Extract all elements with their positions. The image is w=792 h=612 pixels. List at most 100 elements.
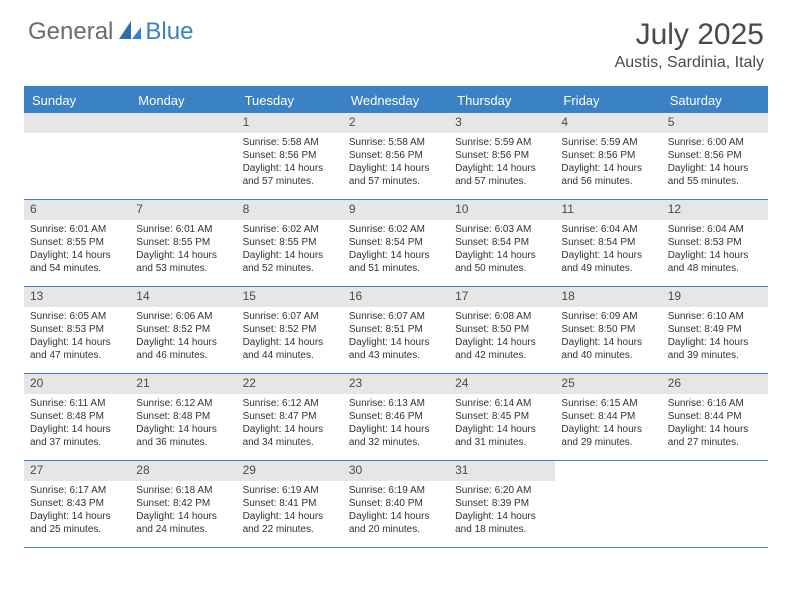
- logo-text-general: General: [28, 18, 113, 46]
- day-body: Sunrise: 6:18 AMSunset: 8:42 PMDaylight:…: [130, 481, 236, 541]
- sunrise-text: Sunrise: 5:59 AM: [561, 136, 655, 149]
- daylight1-text: Daylight: 14 hours: [349, 510, 443, 523]
- day-number: 1: [237, 113, 343, 133]
- sunrise-text: Sunrise: 6:09 AM: [561, 310, 655, 323]
- day-body: Sunrise: 6:13 AMSunset: 8:46 PMDaylight:…: [343, 394, 449, 454]
- day-cell: 25Sunrise: 6:15 AMSunset: 8:44 PMDayligh…: [555, 374, 661, 460]
- day-body: Sunrise: 6:16 AMSunset: 8:44 PMDaylight:…: [662, 394, 768, 454]
- day-body: Sunrise: 6:00 AMSunset: 8:56 PMDaylight:…: [662, 133, 768, 193]
- logo-text-blue: Blue: [145, 18, 193, 46]
- weekday-header: Friday: [555, 88, 661, 113]
- weekday-header: Thursday: [449, 88, 555, 113]
- logo: General Blue: [28, 18, 193, 46]
- sunset-text: Sunset: 8:56 PM: [561, 149, 655, 162]
- day-body: Sunrise: 6:15 AMSunset: 8:44 PMDaylight:…: [555, 394, 661, 454]
- weekday-row: SundayMondayTuesdayWednesdayThursdayFrid…: [24, 88, 768, 113]
- sunset-text: Sunset: 8:56 PM: [668, 149, 762, 162]
- day-number: 16: [343, 287, 449, 307]
- sunrise-text: Sunrise: 6:00 AM: [668, 136, 762, 149]
- day-body: Sunrise: 6:19 AMSunset: 8:40 PMDaylight:…: [343, 481, 449, 541]
- day-body: Sunrise: 6:12 AMSunset: 8:47 PMDaylight:…: [237, 394, 343, 454]
- day-cell: 6Sunrise: 6:01 AMSunset: 8:55 PMDaylight…: [24, 200, 130, 286]
- empty-strip: [130, 113, 236, 133]
- day-body: Sunrise: 6:11 AMSunset: 8:48 PMDaylight:…: [24, 394, 130, 454]
- sunset-text: Sunset: 8:45 PM: [455, 410, 549, 423]
- day-cell: 5Sunrise: 6:00 AMSunset: 8:56 PMDaylight…: [662, 113, 768, 199]
- sunrise-text: Sunrise: 6:19 AM: [243, 484, 337, 497]
- sunrise-text: Sunrise: 6:15 AM: [561, 397, 655, 410]
- sunrise-text: Sunrise: 6:16 AM: [668, 397, 762, 410]
- day-cell: 20Sunrise: 6:11 AMSunset: 8:48 PMDayligh…: [24, 374, 130, 460]
- sunset-text: Sunset: 8:54 PM: [561, 236, 655, 249]
- day-cell: 4Sunrise: 5:59 AMSunset: 8:56 PMDaylight…: [555, 113, 661, 199]
- empty-cell: [555, 461, 661, 547]
- sunset-text: Sunset: 8:48 PM: [136, 410, 230, 423]
- daylight2-text: and 57 minutes.: [243, 175, 337, 188]
- day-body: Sunrise: 6:05 AMSunset: 8:53 PMDaylight:…: [24, 307, 130, 367]
- daylight1-text: Daylight: 14 hours: [349, 162, 443, 175]
- daylight1-text: Daylight: 14 hours: [243, 249, 337, 262]
- sunrise-text: Sunrise: 6:20 AM: [455, 484, 549, 497]
- sunrise-text: Sunrise: 6:18 AM: [136, 484, 230, 497]
- day-number: 31: [449, 461, 555, 481]
- daylight2-text: and 40 minutes.: [561, 349, 655, 362]
- daylight1-text: Daylight: 14 hours: [30, 336, 124, 349]
- sunrise-text: Sunrise: 6:01 AM: [30, 223, 124, 236]
- daylight1-text: Daylight: 14 hours: [561, 423, 655, 436]
- day-body: Sunrise: 6:14 AMSunset: 8:45 PMDaylight:…: [449, 394, 555, 454]
- daylight1-text: Daylight: 14 hours: [136, 510, 230, 523]
- daylight2-text: and 57 minutes.: [455, 175, 549, 188]
- daylight2-text: and 20 minutes.: [349, 523, 443, 536]
- daylight1-text: Daylight: 14 hours: [243, 510, 337, 523]
- sunrise-text: Sunrise: 6:11 AM: [30, 397, 124, 410]
- day-cell: 13Sunrise: 6:05 AMSunset: 8:53 PMDayligh…: [24, 287, 130, 373]
- sunrise-text: Sunrise: 5:59 AM: [455, 136, 549, 149]
- daylight1-text: Daylight: 14 hours: [136, 423, 230, 436]
- daylight2-text: and 39 minutes.: [668, 349, 762, 362]
- daylight1-text: Daylight: 14 hours: [561, 336, 655, 349]
- sunset-text: Sunset: 8:56 PM: [455, 149, 549, 162]
- weekday-header: Saturday: [662, 88, 768, 113]
- daylight2-text: and 18 minutes.: [455, 523, 549, 536]
- day-number: 14: [130, 287, 236, 307]
- sunset-text: Sunset: 8:51 PM: [349, 323, 443, 336]
- weekday-header: Monday: [130, 88, 236, 113]
- sunset-text: Sunset: 8:52 PM: [243, 323, 337, 336]
- sunset-text: Sunset: 8:43 PM: [30, 497, 124, 510]
- sunset-text: Sunset: 8:55 PM: [30, 236, 124, 249]
- daylight1-text: Daylight: 14 hours: [668, 249, 762, 262]
- empty-cell: [24, 113, 130, 199]
- day-number: 3: [449, 113, 555, 133]
- day-body: Sunrise: 5:59 AMSunset: 8:56 PMDaylight:…: [449, 133, 555, 193]
- daylight1-text: Daylight: 14 hours: [455, 249, 549, 262]
- sunrise-text: Sunrise: 6:06 AM: [136, 310, 230, 323]
- weekday-header: Tuesday: [237, 88, 343, 113]
- day-cell: 31Sunrise: 6:20 AMSunset: 8:39 PMDayligh…: [449, 461, 555, 547]
- day-body: Sunrise: 6:01 AMSunset: 8:55 PMDaylight:…: [24, 220, 130, 280]
- day-number: 27: [24, 461, 130, 481]
- sunset-text: Sunset: 8:56 PM: [349, 149, 443, 162]
- sunrise-text: Sunrise: 6:05 AM: [30, 310, 124, 323]
- sunset-text: Sunset: 8:53 PM: [668, 236, 762, 249]
- day-body: Sunrise: 6:04 AMSunset: 8:54 PMDaylight:…: [555, 220, 661, 280]
- daylight2-text: and 48 minutes.: [668, 262, 762, 275]
- sunset-text: Sunset: 8:50 PM: [561, 323, 655, 336]
- day-cell: 17Sunrise: 6:08 AMSunset: 8:50 PMDayligh…: [449, 287, 555, 373]
- daylight2-text: and 44 minutes.: [243, 349, 337, 362]
- day-number: 6: [24, 200, 130, 220]
- daylight1-text: Daylight: 14 hours: [243, 423, 337, 436]
- calendar: SundayMondayTuesdayWednesdayThursdayFrid…: [24, 86, 768, 548]
- day-number: 4: [555, 113, 661, 133]
- sunset-text: Sunset: 8:39 PM: [455, 497, 549, 510]
- day-body: Sunrise: 6:07 AMSunset: 8:51 PMDaylight:…: [343, 307, 449, 367]
- daylight1-text: Daylight: 14 hours: [668, 423, 762, 436]
- sunset-text: Sunset: 8:53 PM: [30, 323, 124, 336]
- day-cell: 18Sunrise: 6:09 AMSunset: 8:50 PMDayligh…: [555, 287, 661, 373]
- sunset-text: Sunset: 8:54 PM: [349, 236, 443, 249]
- day-number: 12: [662, 200, 768, 220]
- sunrise-text: Sunrise: 6:17 AM: [30, 484, 124, 497]
- day-body: Sunrise: 6:08 AMSunset: 8:50 PMDaylight:…: [449, 307, 555, 367]
- day-number: 9: [343, 200, 449, 220]
- day-cell: 21Sunrise: 6:12 AMSunset: 8:48 PMDayligh…: [130, 374, 236, 460]
- sunset-text: Sunset: 8:48 PM: [30, 410, 124, 423]
